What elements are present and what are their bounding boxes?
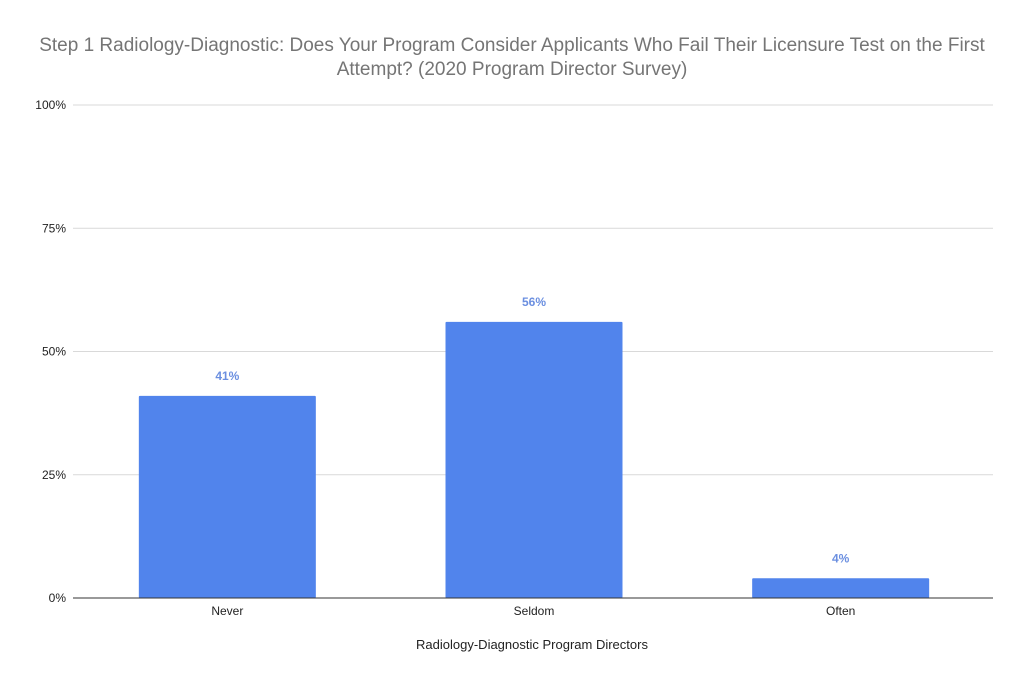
bar-often <box>752 578 930 598</box>
x-tick-label: Seldom <box>514 604 555 618</box>
x-axis-label: Radiology-Diagnostic Program Directors <box>416 637 648 652</box>
y-tick-label: 50% <box>42 345 66 359</box>
chart-title: Step 1 Radiology-Diagnostic: Does Your P… <box>39 35 985 80</box>
y-tick-label: 100% <box>35 98 66 112</box>
bar-seldom <box>445 321 623 598</box>
data-label: 41% <box>215 369 239 383</box>
x-tick-label: Never <box>211 604 243 618</box>
x-tick-label: Often <box>826 604 855 618</box>
y-tick-label: 25% <box>42 468 66 482</box>
y-tick-label: 75% <box>42 221 66 235</box>
data-label: 56% <box>522 295 546 309</box>
y-tick-label: 0% <box>49 591 67 605</box>
data-label: 4% <box>832 551 850 565</box>
bar-never <box>138 395 316 598</box>
